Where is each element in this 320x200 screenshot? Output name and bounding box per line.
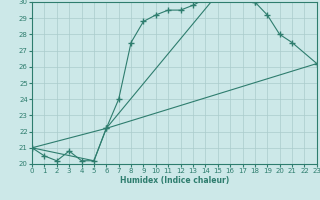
X-axis label: Humidex (Indice chaleur): Humidex (Indice chaleur) bbox=[120, 176, 229, 185]
